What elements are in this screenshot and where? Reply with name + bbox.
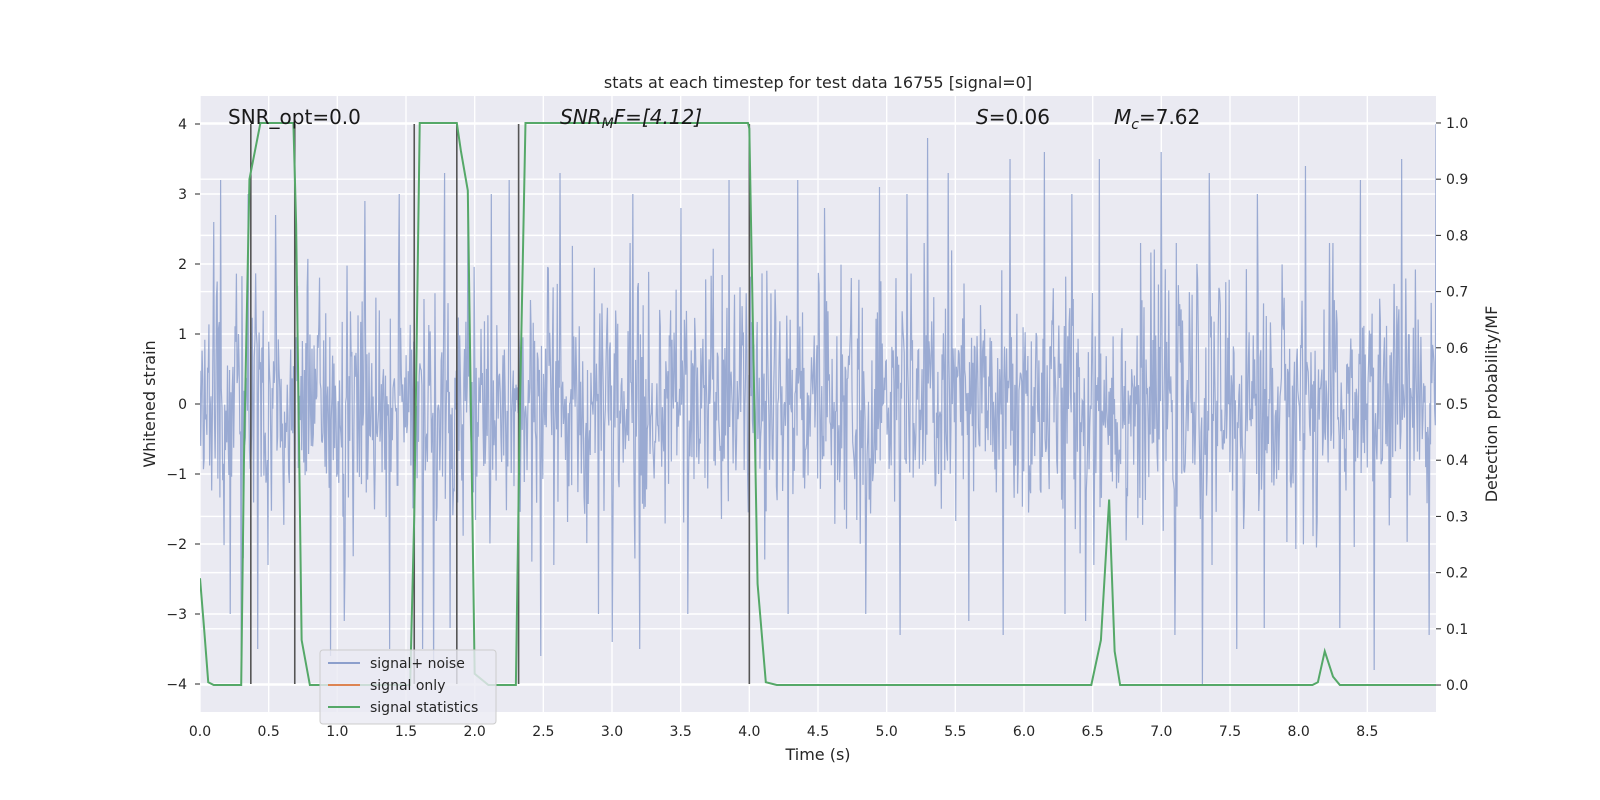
y-right-tick-label: 1.0 <box>1446 116 1468 132</box>
x-tick-label: 2.5 <box>532 724 554 740</box>
y-left-tick-label: 0 <box>178 397 187 413</box>
x-tick-label: 5.0 <box>876 724 898 740</box>
s-label: S <box>976 105 989 129</box>
annotation-snr-mf: SNRMF=[4.12] <box>560 105 702 132</box>
x-tick-label: 7.5 <box>1219 724 1241 740</box>
y-right-tick-label: 0.4 <box>1446 453 1468 469</box>
mc-label: M <box>1114 105 1131 129</box>
x-tick-label: 4.0 <box>738 724 760 740</box>
y-left-tick-label: −2 <box>166 537 187 553</box>
x-tick-label: 2.0 <box>464 724 486 740</box>
x-tick-label: 5.5 <box>944 724 966 740</box>
y-right-tick-label: 0.6 <box>1446 341 1468 357</box>
y-right-tick-label: 0.3 <box>1446 509 1468 525</box>
x-tick-label: 0.0 <box>189 724 211 740</box>
legend-label-noise: signal+ noise <box>370 656 465 672</box>
snr-mf-rest-f: F=[4.12] <box>614 105 702 129</box>
y-right-tick-label: 0.8 <box>1446 228 1468 244</box>
y-right-tick-label: 0.5 <box>1446 397 1468 413</box>
x-tick-label: 8.5 <box>1356 724 1378 740</box>
y-left-tick-label: 4 <box>178 117 187 133</box>
vertical-markers <box>250 124 751 684</box>
left-y-axis-title: Whitened strain <box>140 340 159 467</box>
y-left-tick-label: 3 <box>178 187 187 203</box>
y-right-tick-label: 0.1 <box>1446 622 1468 638</box>
right-y-axis-label: Detection probability/MF <box>1482 306 1501 503</box>
legend-label-stats: signal statistics <box>370 700 478 716</box>
y-left-tick-label: 1 <box>178 327 187 343</box>
x-tick-label: 6.5 <box>1082 724 1104 740</box>
legend-box <box>319 649 497 725</box>
x-tick-label: 0.5 <box>258 724 280 740</box>
x-tick-label: 7.0 <box>1150 724 1172 740</box>
noise-series <box>200 123 1436 685</box>
legend: signal+ noise signal only signal statist… <box>319 649 497 725</box>
annotation-s: S=0.06 <box>976 105 1050 129</box>
y-right-tick-label: 0.2 <box>1446 566 1468 582</box>
y-right-tick-label: 0.9 <box>1446 172 1468 188</box>
s-value: =0.06 <box>989 105 1050 129</box>
x-axis-label: Time (s) <box>784 745 850 764</box>
mc-value: =7.62 <box>1139 105 1200 129</box>
y-right-tick-label: 0.0 <box>1446 678 1468 694</box>
snr-mf-label: SNR <box>560 105 602 129</box>
x-tick-label: 4.5 <box>807 724 829 740</box>
y-left-tick-label: −3 <box>166 607 187 623</box>
x-tick-label: 1.5 <box>395 724 417 740</box>
annotation-mc: Mc=7.62 <box>1114 105 1200 133</box>
y-left-tick-label: 2 <box>178 257 187 273</box>
left-y-axis-ticks: 4 3 2 1 0 −1 −2 −3 −4 <box>166 117 200 693</box>
y-left-tick-label: −1 <box>166 467 187 483</box>
x-tick-label: 3.5 <box>670 724 692 740</box>
snr-mf-sub: M <box>602 116 614 132</box>
noise-line <box>200 123 1436 685</box>
annotation-snr-opt: SNR_opt=0.0 <box>228 105 361 129</box>
right-y-axis-ticks: 1.0 0.9 0.8 0.7 0.6 0.5 0.4 0.3 0.2 0.1 0.0 <box>1436 116 1468 694</box>
y-left-tick-label: −4 <box>166 677 187 693</box>
mc-sub: c <box>1131 117 1139 133</box>
x-tick-label: 3.0 <box>601 724 623 740</box>
x-tick-label: 8.0 <box>1288 724 1310 740</box>
x-tick-label: 1.0 <box>326 724 348 740</box>
legend-label-signal: signal only <box>370 678 445 694</box>
y-right-tick-label: 0.7 <box>1446 285 1468 301</box>
x-tick-label: 6.0 <box>1013 724 1035 740</box>
chart-title: stats at each timestep for test data 167… <box>604 73 1032 92</box>
x-axis-ticks: 0.0 0.5 1.0 1.5 2.0 2.5 3.0 3.5 4.0 4.5 5.0 5.5 6.0 6… <box>189 724 1379 740</box>
